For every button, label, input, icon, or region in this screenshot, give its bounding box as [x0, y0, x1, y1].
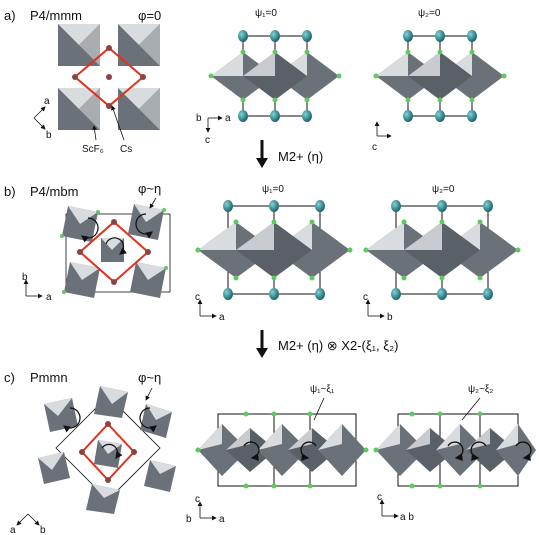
- axis-c: c: [195, 494, 200, 505]
- axis-c: c: [195, 292, 200, 303]
- cs-atom: [106, 74, 112, 80]
- panel-b-side-view-1: ψ₁=0: [196, 184, 353, 300]
- panel-c-top-view: [38, 386, 176, 514]
- panel-a-side-view-1: ψ₁=0: [209, 8, 342, 122]
- cs-atom: [270, 110, 280, 122]
- psi1-label: ψ₁=0: [255, 8, 277, 19]
- cs-atom: [467, 110, 477, 122]
- axis-c: c: [377, 492, 382, 503]
- panel-c-side-axes-2: c a b: [377, 492, 414, 523]
- cs-atom: [140, 74, 146, 80]
- octahedron-square: [58, 88, 100, 130]
- panel-a-side-axes: b a c: [196, 113, 231, 146]
- panel-b-side-view-2: ψ₂=0: [364, 184, 521, 300]
- panel-a-side-view-2: ψ₂=0: [374, 8, 507, 122]
- panel-a-side-axes-2: c: [372, 122, 391, 153]
- axis-a: a: [44, 96, 50, 107]
- panel-c-side-axes-1: c a b: [186, 494, 225, 525]
- panel-b-letter: b): [4, 184, 16, 199]
- transition-arrow-1: M2+ (η): [256, 140, 323, 168]
- axis-a: a: [46, 292, 52, 303]
- octahedron-square: [58, 24, 100, 66]
- axis-b: b: [186, 514, 192, 525]
- panel-b-top-view: [60, 204, 170, 298]
- cs-atom: [302, 110, 312, 122]
- transition-arrow-2: M2+ (η) ⊗ X2-(ξ₁, ξ₂): [256, 330, 398, 358]
- panel-c-side-view-2: ψ₂~ξ₂: [374, 384, 537, 489]
- psi1-label: ψ₁~ξ₁: [310, 384, 335, 395]
- axis-b: b: [387, 312, 393, 323]
- cs-atom: [106, 45, 112, 51]
- cs-label: Cs: [120, 144, 132, 155]
- panel-c-space-group: Pmmn: [30, 370, 68, 385]
- psi2-label: ψ₂~ξ₂: [468, 384, 493, 395]
- transition-1-label: M2+ (η): [278, 149, 323, 164]
- panel-a-phi: φ=0: [138, 8, 161, 23]
- cs-atom: [435, 30, 445, 42]
- cs-atom: [72, 74, 78, 80]
- panel-b-phi: φ~η: [138, 181, 161, 196]
- axis-b: b: [46, 130, 52, 141]
- panel-a: a) P4/mmm φ=0: [4, 8, 507, 155]
- psi2-label: ψ₂=0: [418, 8, 441, 19]
- panel-c: c) Pmmn φ~η: [4, 370, 536, 535]
- psi1-label: ψ₁=0: [262, 184, 284, 195]
- transition-2-label: M2+ (η) ⊗ X2-(ξ₁, ξ₂): [278, 338, 398, 353]
- axis-b-label: b: [196, 113, 202, 124]
- panel-c-top-axes: a b: [10, 514, 46, 535]
- cs-atom: [403, 30, 413, 42]
- axis-ab: a b: [400, 512, 414, 523]
- panel-b-space-group: P4/mbm: [30, 184, 78, 199]
- axis-a: a: [10, 525, 16, 535]
- cs-atom: [302, 30, 312, 42]
- panel-c-phi: φ~η: [138, 370, 161, 385]
- axis-c: c: [363, 292, 368, 303]
- cs-atom: [403, 110, 413, 122]
- axis-a: a: [219, 514, 225, 525]
- octahedron-square: [118, 88, 160, 130]
- axis-a-label: a: [225, 113, 231, 124]
- axis-a: a: [219, 312, 225, 323]
- cs-atom: [270, 30, 280, 42]
- cs-atom: [435, 110, 445, 122]
- panel-b: b) P4/mbm φ~η: [4, 181, 521, 323]
- octahedron-square: [118, 24, 160, 66]
- scf6-label: ScF₆: [82, 144, 104, 155]
- panel-b-side-axes-2: c b: [363, 292, 393, 323]
- cs-atom: [238, 110, 248, 122]
- panel-a-letter: a): [4, 8, 16, 23]
- cs-atom: [467, 30, 477, 42]
- axis-c-label-2: c: [372, 142, 377, 153]
- cs-atom: [106, 103, 112, 109]
- panel-a-top-axes: a b: [34, 96, 52, 141]
- panel-b-side-axes-1: c a: [195, 292, 225, 323]
- axis-b: b: [22, 272, 28, 283]
- cs-atom: [238, 30, 248, 42]
- panel-c-side-view-1: ψ₁~ξ₁: [196, 384, 369, 489]
- axis-c-label: c: [205, 135, 210, 146]
- panel-a-top-view: [58, 24, 160, 130]
- panel-a-space-group: P4/mmm: [30, 8, 82, 23]
- panel-c-letter: c): [4, 370, 15, 385]
- psi2-label: ψ₂=0: [432, 184, 455, 195]
- panel-b-top-axes: b a: [22, 272, 52, 303]
- axis-b: b: [40, 525, 46, 535]
